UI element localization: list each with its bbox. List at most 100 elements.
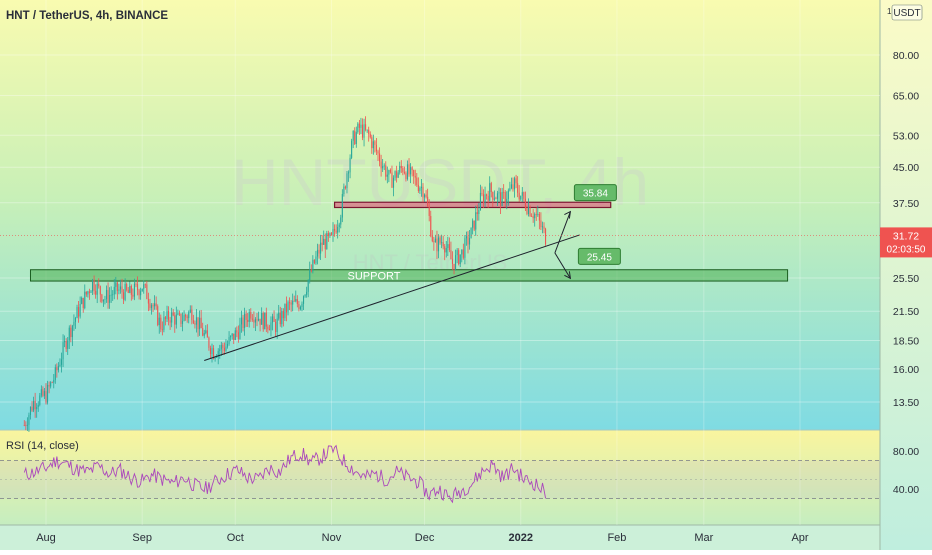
- time-gridlines: [45, 0, 801, 525]
- candle-body: [433, 241, 435, 243]
- candle-body: [299, 306, 301, 310]
- candle-body: [515, 178, 517, 184]
- candle-body: [43, 391, 45, 396]
- candle-body: [236, 330, 238, 333]
- candle-body: [396, 171, 398, 178]
- candle-body: [244, 313, 246, 328]
- candle-body: [451, 259, 454, 264]
- price-scale[interactable]: 80.00 65.00 53.00 45.00 37.50 25.50 21.50 18.50…: [880, 50, 932, 496]
- candle-body: [334, 229, 336, 231]
- candle-body: [74, 318, 77, 322]
- candle-body: [455, 255, 457, 270]
- candle-body: [470, 227, 472, 239]
- candle-body: [104, 299, 106, 300]
- candle-body: [53, 379, 55, 383]
- candle-body: [259, 318, 261, 325]
- candle-body: [222, 344, 224, 348]
- candle-body: [147, 298, 149, 304]
- candle-body: [484, 194, 486, 204]
- candle-body: [178, 313, 180, 315]
- candle-body: [250, 312, 252, 319]
- candle-body: [102, 299, 104, 302]
- candle-body: [287, 302, 289, 313]
- currency-badge-label: USDT: [893, 8, 920, 19]
- candle-body: [115, 282, 117, 287]
- candle-body: [64, 340, 66, 343]
- candle-body: [462, 249, 464, 258]
- candle-body: [380, 161, 382, 169]
- candle-body: [436, 238, 438, 252]
- candle-body: [391, 172, 393, 188]
- candle-body: [56, 367, 58, 371]
- projection-up-line[interactable]: [554, 211, 571, 254]
- candle-body: [293, 300, 295, 302]
- candle-body: [357, 123, 359, 133]
- candle-body: [206, 330, 208, 338]
- time-scale[interactable]: Aug Sep Oct Nov Dec 2022 Feb Mar Apr: [36, 532, 809, 544]
- candle-body: [154, 303, 156, 307]
- candle-body: [132, 294, 134, 297]
- rsi-title[interactable]: RSI (14, close): [6, 440, 79, 452]
- candle-body: [245, 313, 247, 320]
- candle-body: [28, 415, 30, 425]
- price-tick-label: 53.00: [893, 130, 919, 142]
- target-up-label[interactable]: [573, 184, 617, 202]
- target-down-label-text: 25.45: [587, 252, 612, 263]
- candle-body: [188, 312, 190, 319]
- candle-body: [389, 169, 391, 173]
- candle-body: [256, 319, 258, 321]
- candle-body: [425, 194, 427, 197]
- candle-body: [445, 248, 447, 253]
- candle-body: [513, 178, 516, 190]
- candle-body: [310, 269, 312, 272]
- candle-body: [141, 288, 143, 292]
- candle-body: [540, 220, 542, 228]
- projection-down-line[interactable]: [554, 252, 571, 279]
- candle-body: [45, 391, 47, 403]
- resistance-zone[interactable]: [333, 201, 612, 209]
- rsi-line: [23, 444, 547, 504]
- candle-body: [408, 164, 410, 175]
- target-down-label[interactable]: [577, 247, 621, 265]
- candle-body: [489, 183, 491, 201]
- candle-body: [289, 302, 291, 304]
- candle-body: [172, 312, 174, 316]
- ascending-trendline[interactable]: [204, 234, 580, 361]
- candle-body: [344, 186, 346, 189]
- candle-body: [476, 212, 478, 214]
- support-zone[interactable]: [29, 269, 789, 282]
- candle-body: [506, 198, 508, 203]
- candle-body: [262, 313, 264, 330]
- candle-body: [37, 404, 39, 407]
- candle-body: [78, 307, 80, 317]
- price-tick-label: 21.50: [893, 306, 919, 318]
- price-tick-label: 37.50: [893, 198, 919, 210]
- candle-body: [360, 124, 362, 128]
- candle-body: [144, 284, 146, 286]
- candle-body: [361, 124, 364, 138]
- candle-body: [402, 168, 404, 172]
- symbol-title[interactable]: HNT / TetherUS, 4h, BINANCE: [6, 10, 168, 22]
- candle-body: [323, 238, 325, 245]
- candle-body: [183, 315, 185, 321]
- candle-body: [472, 220, 474, 228]
- candle-body: [444, 246, 446, 253]
- candle-body: [84, 291, 86, 309]
- candle-body: [39, 395, 41, 405]
- candle-body: [25, 425, 27, 426]
- candle-body: [278, 312, 280, 319]
- candle-body: [146, 284, 148, 299]
- candle-body: [233, 333, 235, 340]
- drawings-layer[interactable]: 35.84 25.45: [0, 184, 880, 361]
- candle-body: [223, 347, 225, 351]
- currency-badge[interactable]: [891, 4, 923, 21]
- candle-body: [413, 170, 415, 176]
- candle-body: [186, 316, 188, 319]
- candle-body: [265, 312, 267, 327]
- candle-body: [79, 303, 81, 317]
- candle-body: [366, 129, 368, 131]
- candle-body: [464, 238, 466, 258]
- candle-body: [87, 291, 89, 295]
